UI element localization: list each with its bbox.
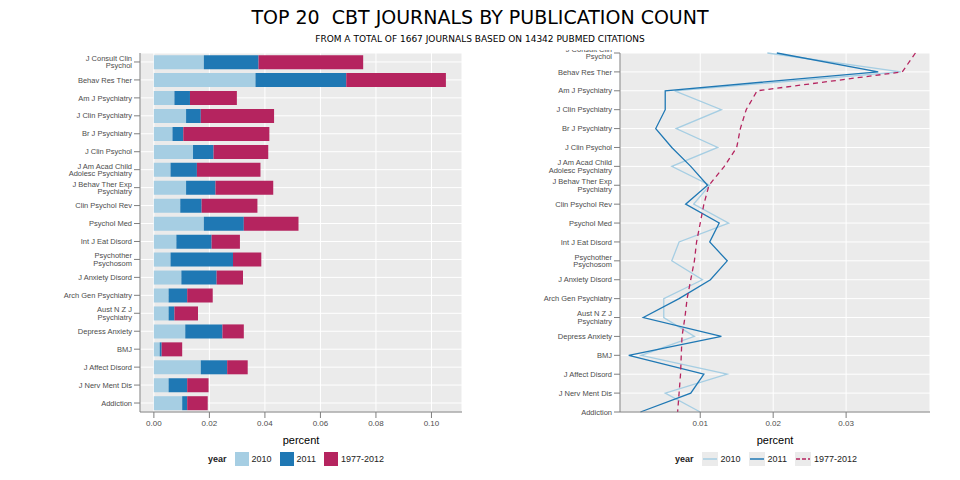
svg-text:J Consult ClinPsychol: J Consult ClinPsychol [86, 54, 133, 70]
html-text:2011: 2011 [296, 454, 316, 464]
svg-text:J Clin Psychol: J Clin Psychol [565, 143, 612, 152]
svg-text:J Clin Psychiatry: J Clin Psychiatry [557, 105, 613, 114]
svg-text:J Affect Disord: J Affect Disord [84, 363, 132, 372]
svg-text:0.01: 0.01 [692, 419, 708, 428]
svg-text:Br J Psychiatry: Br J Psychiatry [562, 124, 612, 133]
svg-text:J Anxiety Disord: J Anxiety Disord [558, 275, 612, 284]
svg-text:J Consult ClinPsychol: J Consult ClinPsychol [566, 50, 613, 61]
html-text:1977-2012: 1977-2012 [813, 454, 857, 464]
svg-text:J Affect Disord: J Affect Disord [564, 370, 612, 379]
svg-text:Arch Gen Psychiatry: Arch Gen Psychiatry [64, 291, 133, 300]
svg-text:J Nerv Ment Dis: J Nerv Ment Dis [559, 389, 613, 398]
svg-text:Am J Psychiatry: Am J Psychiatry [558, 86, 612, 95]
svg-text:Depress Anxiety: Depress Anxiety [558, 332, 612, 341]
svg-text:Clin Psychol Rev: Clin Psychol Rev [555, 200, 612, 209]
html-text:TOP 20 CBT JOURNALS BY PUBLICA: TOP 20 CBT JOURNALS BY PUBLICATION COUNT [251, 6, 709, 28]
svg-text:percent: percent [757, 434, 794, 446]
svg-text:0.02: 0.02 [765, 419, 781, 428]
html-text:2010: 2010 [720, 454, 741, 464]
html-text:2010: 2010 [251, 454, 272, 464]
svg-text:Psychol Med: Psychol Med [569, 219, 612, 228]
svg-text:0.04: 0.04 [257, 419, 273, 428]
svg-text:PsychotherPsychosom: PsychotherPsychosom [93, 251, 132, 268]
svg-text:percent: percent [283, 434, 320, 446]
svg-text:J Nerv Ment Dis: J Nerv Ment Dis [79, 381, 133, 390]
svg-text:Arch Gen Psychiatry: Arch Gen Psychiatry [544, 294, 613, 303]
svg-text:Aust N Z JPsychiatry: Aust N Z JPsychiatry [577, 309, 612, 326]
svg-text:0.00: 0.00 [146, 419, 162, 428]
svg-text:0.03: 0.03 [838, 419, 854, 428]
svg-text:PsychotherPsychosom: PsychotherPsychosom [573, 253, 612, 270]
svg-text:0.08: 0.08 [368, 419, 384, 428]
svg-text:0.06: 0.06 [313, 419, 329, 428]
html-text:year: year [208, 454, 227, 464]
svg-text:0.10: 0.10 [424, 419, 440, 428]
svg-text:J Behav Ther ExpPsychiatry: J Behav Ther ExpPsychiatry [553, 177, 613, 194]
svg-text:Behav Res Ther: Behav Res Ther [558, 68, 613, 77]
svg-text:J Am Acad ChildAdolesc Psychia: J Am Acad ChildAdolesc Psychiatry [69, 162, 133, 179]
svg-text:Addiction: Addiction [101, 399, 132, 408]
svg-text:BMJ: BMJ [117, 345, 132, 354]
svg-text:J Clin Psychol: J Clin Psychol [85, 147, 132, 156]
svg-text:J Am Acad ChildAdolesc Psychia: J Am Acad ChildAdolesc Psychiatry [549, 158, 613, 175]
svg-text:J Clin Psychiatry: J Clin Psychiatry [77, 111, 133, 120]
html-text:FROM A TOTAL OF 1667 JOURNALS: FROM A TOTAL OF 1667 JOURNALS BASED ON 1… [315, 34, 645, 44]
svg-text:Psychol Med: Psychol Med [89, 219, 132, 228]
svg-text:Int J Eat Disord: Int J Eat Disord [81, 237, 132, 246]
svg-text:Int J Eat Disord: Int J Eat Disord [561, 238, 612, 247]
html-text:2011: 2011 [767, 454, 787, 464]
svg-text:J Behav Ther ExpPsychiatry: J Behav Ther ExpPsychiatry [73, 180, 133, 197]
svg-text:Br J Psychiatry: Br J Psychiatry [82, 129, 132, 138]
html-text:year: year [675, 454, 694, 464]
svg-text:J Anxiety Disord: J Anxiety Disord [78, 273, 132, 282]
svg-text:Am J Psychiatry: Am J Psychiatry [78, 94, 132, 103]
svg-text:Addiction: Addiction [581, 408, 612, 417]
svg-text:Behav Res Ther: Behav Res Ther [78, 76, 133, 85]
svg-text:Clin Psychol Rev: Clin Psychol Rev [75, 201, 132, 210]
svg-text:Aust N Z JPsychiatry: Aust N Z JPsychiatry [97, 305, 132, 322]
svg-text:BMJ: BMJ [597, 351, 612, 360]
svg-text:0.02: 0.02 [202, 419, 218, 428]
svg-text:Depress Anxiety: Depress Anxiety [78, 327, 132, 336]
html-text:1977-2012: 1977-2012 [340, 454, 384, 464]
